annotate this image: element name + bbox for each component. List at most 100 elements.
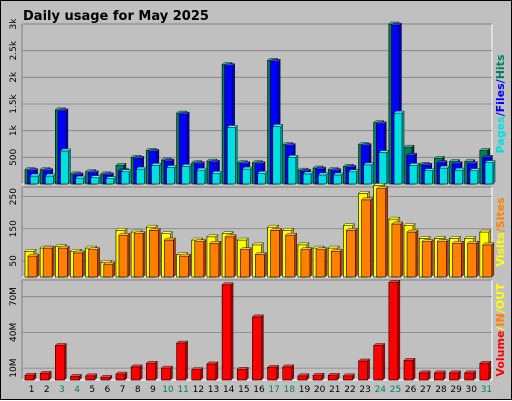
bar-sites-face — [270, 230, 280, 278]
x-tick-label: 22 — [344, 385, 355, 395]
bar-sites — [239, 247, 252, 278]
bar-sites-face — [361, 199, 371, 278]
bar-volume-side — [291, 364, 294, 381]
bar-sites — [224, 234, 237, 278]
x-tick-label: 9 — [150, 385, 156, 395]
bar-pages-side — [113, 176, 117, 185]
bar-volume-side — [397, 279, 401, 381]
bar-volume-face — [85, 375, 95, 381]
panel-visits-sites: 250 150 50 Visits/Sites — [9, 182, 507, 278]
bar-sites — [103, 261, 116, 278]
x-tick-label: 1 — [29, 385, 35, 395]
bar-pages-side — [295, 154, 299, 185]
bar-sites-side — [82, 250, 85, 278]
x-tick-label: 28 — [435, 385, 447, 395]
bar-sites-face — [391, 223, 402, 278]
bar-volume — [191, 367, 204, 381]
bar-pages-side — [492, 160, 496, 185]
x-tick-label: 21 — [329, 385, 340, 395]
bar-pages-face — [60, 150, 69, 185]
bar-volume — [464, 370, 477, 381]
bar-sites-side — [142, 231, 146, 278]
bar-volume-face — [449, 372, 459, 381]
bar-sites-face — [194, 241, 205, 278]
y-tick-label: 70M — [9, 287, 19, 306]
bar-sites — [163, 237, 176, 278]
bar-pages-face — [29, 175, 39, 185]
bar-sites-side — [279, 227, 282, 278]
x-tick-label: 20 — [314, 385, 326, 395]
bar-volume-side — [276, 364, 279, 381]
y-tick-label: 1k — [9, 124, 19, 136]
legend-item: Pages — [494, 116, 507, 154]
bar-pages-side — [432, 168, 435, 185]
bar-pages — [423, 168, 435, 185]
bar-pages-face — [196, 169, 206, 185]
bar-pages-side — [462, 167, 465, 185]
bar-volume-face — [267, 367, 277, 381]
bar-volume-side — [139, 364, 143, 381]
x-tick-label: 25 — [390, 385, 401, 395]
bar-sites-side — [355, 227, 358, 278]
bar-sites — [133, 231, 146, 278]
bar-volume-side — [64, 342, 67, 381]
bar-sites — [300, 247, 313, 278]
bar-volume — [388, 279, 401, 381]
bar-volume — [327, 372, 340, 381]
bar-pages-face — [393, 112, 403, 185]
bar-sites-side — [188, 253, 191, 278]
bar-volume-face — [479, 363, 490, 381]
bar-sites-side — [158, 227, 161, 278]
bar-pages — [120, 169, 132, 185]
bar-pages-face — [151, 165, 160, 185]
bar-volume-side — [109, 374, 113, 381]
bar-sites — [270, 227, 283, 278]
bar-volume-face — [312, 374, 323, 381]
bar-sites-side — [249, 247, 252, 278]
bar-sites — [330, 248, 343, 278]
bar-volume — [130, 364, 143, 381]
bar-sites-face — [103, 263, 114, 278]
bar-volume-side — [306, 373, 310, 381]
bar-volume-face — [358, 360, 368, 381]
x-tick-label: 19 — [299, 385, 311, 395]
bar-sites — [376, 186, 389, 278]
bar-sites — [194, 239, 207, 278]
y-tick-label: 2.5k — [9, 40, 19, 60]
bar-pages-side — [83, 175, 86, 185]
bar-pages-face — [469, 170, 479, 185]
bar-pages-face — [136, 168, 145, 185]
bar-sites-side — [36, 253, 40, 278]
bar-pages-face — [272, 126, 282, 185]
legend-item: IN — [494, 313, 507, 326]
bar-volume-face — [145, 363, 156, 381]
bar-pages-side — [417, 162, 420, 185]
bar-sites-face — [315, 249, 326, 278]
x-tick-label: 23 — [359, 385, 370, 395]
bar-sites-side — [340, 248, 343, 278]
bar-sites-side — [491, 242, 495, 278]
legend-item: Files — [494, 83, 507, 113]
bar-sites — [361, 197, 374, 278]
bar-volume — [236, 366, 249, 381]
bar-pages-side — [250, 166, 253, 185]
bar-sites-face — [437, 241, 447, 278]
bar-pages-side — [235, 124, 238, 185]
bar-pages-side — [38, 173, 41, 185]
bar-pages — [166, 164, 178, 185]
x-tick-label: 26 — [405, 385, 417, 395]
bar-pages — [272, 123, 284, 185]
bar-sites-face — [376, 188, 387, 278]
bar-sites-face — [148, 230, 159, 278]
bar-volume-side — [200, 367, 203, 381]
bar-sites-face — [179, 255, 189, 278]
bar-sites-side — [385, 186, 388, 278]
bar-volume-side — [458, 370, 461, 381]
bar-volume — [176, 340, 189, 381]
bar-pages — [135, 166, 147, 185]
bar-volume-face — [70, 376, 80, 381]
bar-volume — [39, 370, 52, 381]
bar-pages — [287, 154, 299, 185]
bar-pages-side — [98, 175, 102, 185]
